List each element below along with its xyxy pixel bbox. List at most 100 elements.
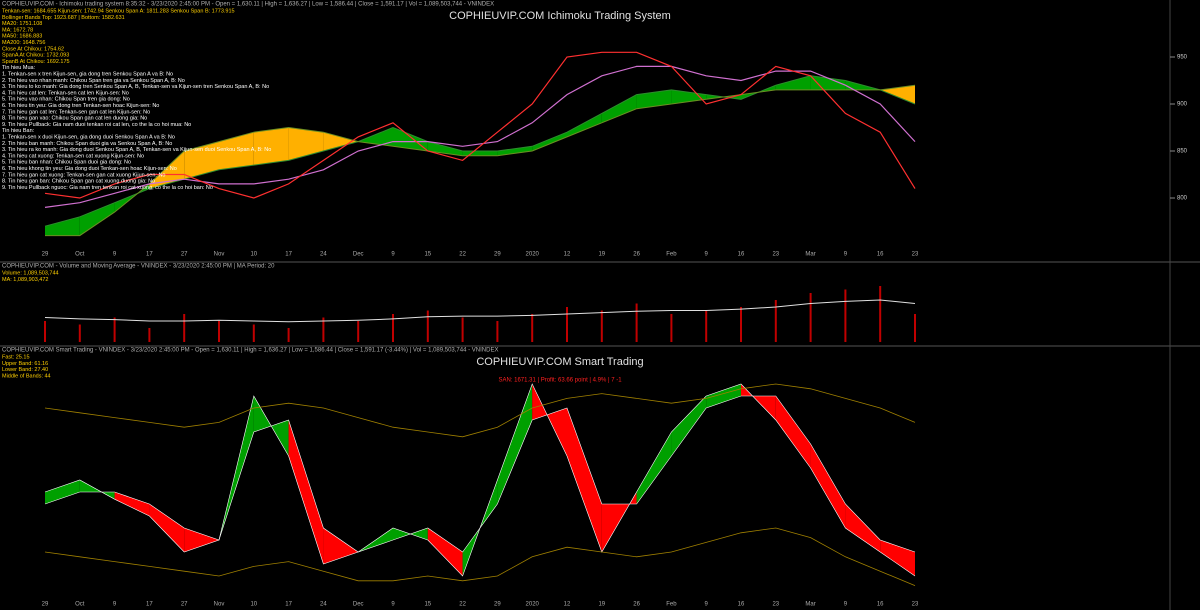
x-tick-label: 27 [181,252,188,258]
band-line [44,527,916,586]
cloud [880,85,915,104]
x-tick-label: 10 [250,252,257,258]
indicator-text: 2. Tin hieu ban manh: Chikou Span duoi g… [2,141,172,147]
x-tick-label: Mar [805,252,815,258]
volume-bar [740,307,742,342]
signal-fill [775,396,811,468]
cloud [462,151,498,156]
x-tick-label: 9 [391,252,395,258]
signal-fill [45,480,80,504]
indicator-text: SpanA At Chikou: 1732.093 [2,53,69,59]
x-tick-label: 26 [633,252,640,258]
indicator-line [44,65,916,208]
x-tick-label: 15 [424,252,431,258]
volume-bar [566,307,568,342]
indicator-text: 6. Tin hieu khong tin yeu: Gia dong duoi… [2,166,177,172]
indicator-text: 9. Tin hieu Pullback nguoc: Gia nam tren… [2,185,213,191]
cloud [775,75,811,90]
x-tick-label: Dec [353,252,364,258]
volume-bar [774,300,777,342]
indicator-text: Close At Chikou: 1754.62 [2,46,64,52]
volume-bar [496,321,499,342]
cloud [149,151,185,189]
indicator-text: Volume: 1,089,503,744 [2,270,59,276]
signal-fill [845,504,881,552]
signal-text: SAN: 1671.31 | Profit: 63.66 point | 4.9… [498,378,622,384]
cloud [184,141,219,180]
indicator-text: MA200: 1648.756 [2,40,45,46]
volume-bar [183,314,186,342]
indicator-text: Lower Band: 27.40 [2,367,48,373]
pane-title: COPHIEUVIP.COM Ichimoku Trading System [449,10,671,22]
x-tick-label: 9 [844,602,848,608]
x-tick-label: Feb [666,252,677,258]
cloud [567,113,602,137]
signal-fill [880,540,915,576]
volume-bar [322,317,325,342]
x-tick-label: Feb [666,602,677,608]
indicator-text: 9. Tin hieu Pullback: Gia nam duoi tenka… [2,122,191,128]
signal-fill [671,396,707,456]
signal-fill [567,408,602,552]
x-tick-label: 15 [424,602,431,608]
indicator-text: Middle of Bands: 44 [2,373,51,379]
pane-header: COPHIEUVIP.COM Smart Trading - VNINDEX -… [2,348,498,354]
cloud [219,132,254,170]
x-tick-label: Mar [805,602,815,608]
cloud [601,94,637,123]
indicator-text: 2. Tin hieu vao nhan manh: Chikou Span t… [2,78,185,84]
x-tick-label: 9 [391,602,395,608]
band-line [44,383,916,438]
x-tick-label: 2020 [526,602,540,608]
indicator-line [44,75,916,227]
x-tick-label: 27 [181,602,188,608]
signal-fill [810,444,846,528]
x-tick-label: 9 [113,602,117,608]
pane-header: COPHIEUVIP.COM - Ichimoku trading system… [2,2,494,8]
indicator-text: 8. Tin hieu gan vao: Chikou Span gan cat… [2,116,147,122]
x-tick-label: 10 [250,602,257,608]
x-tick-label: Dec [353,602,364,608]
indicator-text: MA: 1672.78 [2,27,33,33]
volume-bar [148,328,151,342]
signal-fill [323,528,359,564]
pane-title: COPHIEUVIP.COM Smart Trading [476,356,643,368]
volume-bar [357,321,360,342]
indicator-text: 7. Tin hieu gan cat xuong: Tenkan-sen ga… [2,172,165,178]
x-tick-label: Nov [214,252,225,258]
signal-fill [114,492,150,516]
x-tick-label: 9 [844,252,848,258]
volume-bar [635,303,638,342]
cloud [427,141,463,156]
x-tick-label: 19 [598,252,605,258]
indicator-text: 1. Tenkan-sen x tren Kijun-sen, gia dong… [2,71,173,77]
cloud [45,216,80,236]
x-tick-label: 16 [738,252,745,258]
cloud [358,127,393,147]
signal-fill [706,384,741,408]
volume-bar [252,324,255,342]
volume-bar [531,314,534,342]
indicator-text: 4. Tin hieu cat xuong: Tenkan-sen cat xu… [2,153,144,159]
cloud [253,127,289,166]
cloud [393,127,428,151]
x-tick-label: 17 [146,602,153,608]
volume-bar [426,310,429,342]
x-tick-label: 9 [705,602,709,608]
x-tick-label: 22 [459,252,466,258]
x-tick-label: 16 [738,602,745,608]
indicator-text: SpanB At Chikou: 1692.175 [2,59,70,65]
x-tick-label: 29 [494,602,501,608]
y-tick-label: 800 [1177,196,1188,202]
indicator-text: 4. Tin hieu cat len: Tenkan-sen cat len … [2,90,129,96]
volume-bar [809,293,812,342]
indicator-text: 6. Tin hieu tin yeu: Gia dong tren Tenka… [2,103,159,109]
indicator-text: 3. Tin hieu ra ko manh: Gia dong duoi Se… [2,147,271,153]
volume-bar [113,317,116,342]
x-tick-label: Nov [214,602,225,608]
cloud [532,132,567,151]
indicator-text: Tin hieu Mua: [2,65,36,71]
indicator-text: 7. Tin hieu gan cat len: Tenkan-sen gan … [2,109,150,115]
volume-bar [844,289,847,342]
indicator-line [45,84,916,237]
